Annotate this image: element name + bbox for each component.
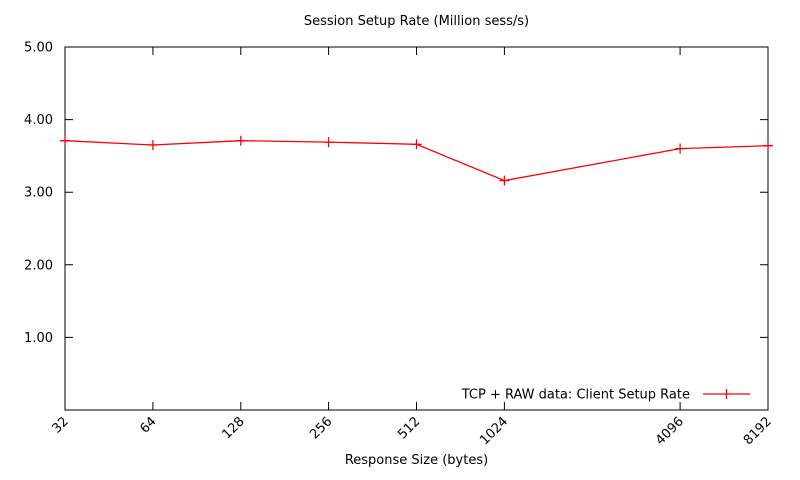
- x-tick-label: 4096: [653, 414, 687, 448]
- axis-ticks: [64, 46, 769, 410]
- plot-border: [64, 46, 769, 411]
- y-tick-label: 4.00: [24, 113, 53, 128]
- y-tick-labels: 1.00 2.00 3.00 4.00 5.00: [24, 41, 53, 346]
- chart-title: Session Setup Rate (Million sess/s): [303, 14, 530, 29]
- data-point-markers: [60, 135, 773, 186]
- x-tick-label: 256: [307, 414, 335, 442]
- x-tick-label: 1024: [477, 414, 511, 448]
- x-tick-labels: 32 64 128 256 512 1024 4096 8192: [50, 414, 775, 448]
- y-tick-label: 2.00: [24, 258, 53, 273]
- x-tick-label: 32: [50, 414, 72, 436]
- x-axis-label: Response Size (bytes): [344, 453, 489, 468]
- legend-line-sample: [703, 389, 750, 399]
- y-tick-label: 1.00: [24, 331, 53, 346]
- y-tick-label: 5.00: [24, 41, 53, 56]
- x-tick-label: 512: [395, 414, 423, 442]
- legend-label: TCP + RAW data: Client Setup Rate: [461, 388, 690, 403]
- x-tick-label: 64: [137, 414, 159, 436]
- x-tick-label: 128: [219, 414, 247, 442]
- x-tick-label: 8192: [741, 414, 775, 448]
- legend: TCP + RAW data: Client Setup Rate: [461, 388, 750, 403]
- data-line: [64, 140, 769, 182]
- y-tick-label: 3.00: [24, 186, 53, 201]
